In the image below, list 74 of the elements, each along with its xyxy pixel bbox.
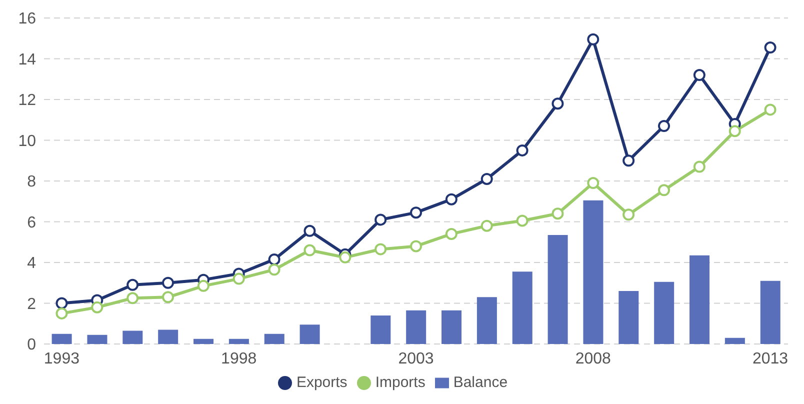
point: [56, 297, 68, 310]
point: [162, 276, 174, 289]
point: [480, 172, 493, 185]
point: [268, 253, 280, 266]
bar: [87, 334, 108, 344]
point: [268, 264, 280, 276]
bar: [228, 338, 249, 344]
bar: [583, 200, 604, 344]
point: [304, 244, 316, 256]
y-tick-label: 14: [18, 51, 36, 68]
bar: [194, 338, 214, 344]
point: [374, 214, 387, 226]
point: [587, 33, 600, 46]
point: [126, 292, 139, 304]
bar: [654, 282, 674, 344]
legend-label: Exports: [296, 374, 348, 391]
bar: [122, 330, 143, 344]
bar: [300, 324, 320, 344]
bar: [724, 338, 745, 344]
point: [693, 160, 706, 173]
x-tick-label: 2003: [398, 350, 434, 368]
point: [197, 280, 210, 292]
point: [728, 125, 741, 138]
point: [658, 120, 670, 132]
bar: [264, 334, 284, 344]
legend-label: Imports: [375, 374, 426, 391]
point: [56, 307, 68, 320]
x-tick-label: 1993: [44, 350, 80, 368]
point: [764, 42, 776, 54]
point: [587, 177, 600, 190]
point: [622, 208, 635, 221]
y-tick-label: 16: [18, 10, 36, 28]
point: [516, 214, 528, 227]
legend-label: Balance: [453, 374, 508, 391]
bar: [158, 330, 178, 344]
y-tick-label: 4: [27, 255, 36, 272]
point: [410, 206, 422, 219]
point: [410, 240, 422, 252]
point: [693, 69, 706, 82]
x-tick-label: 2008: [575, 350, 612, 368]
point: [552, 208, 564, 220]
point: [339, 251, 352, 264]
point: [658, 184, 670, 196]
y-tick-label: 10: [18, 132, 36, 150]
point: [232, 272, 245, 285]
point: [91, 301, 104, 314]
point: [304, 224, 316, 237]
y-tick-label: 2: [27, 296, 36, 313]
point: [764, 104, 776, 116]
point: [480, 220, 493, 232]
bar: [370, 315, 391, 344]
point: [126, 278, 139, 291]
bar: [442, 310, 462, 344]
point: [445, 193, 458, 206]
bar: [52, 334, 72, 344]
bar: [760, 280, 780, 344]
point: [622, 154, 635, 167]
point: [552, 98, 564, 110]
y-tick-label: 8: [27, 174, 36, 191]
point: [445, 228, 458, 240]
y-tick-label: 6: [27, 214, 36, 232]
bar: [690, 255, 710, 344]
x-tick-label: 2013: [752, 350, 788, 368]
bar: [512, 272, 532, 344]
bar: [548, 234, 568, 344]
point: [162, 291, 174, 304]
y-tick-label: 0: [27, 336, 36, 354]
bar: [618, 291, 639, 344]
point: [374, 243, 387, 256]
bar: [476, 297, 497, 344]
x-tick-label: 1998: [221, 350, 257, 368]
y-tick-label: 12: [18, 92, 36, 110]
point: [516, 144, 528, 156]
bar: [406, 310, 426, 344]
